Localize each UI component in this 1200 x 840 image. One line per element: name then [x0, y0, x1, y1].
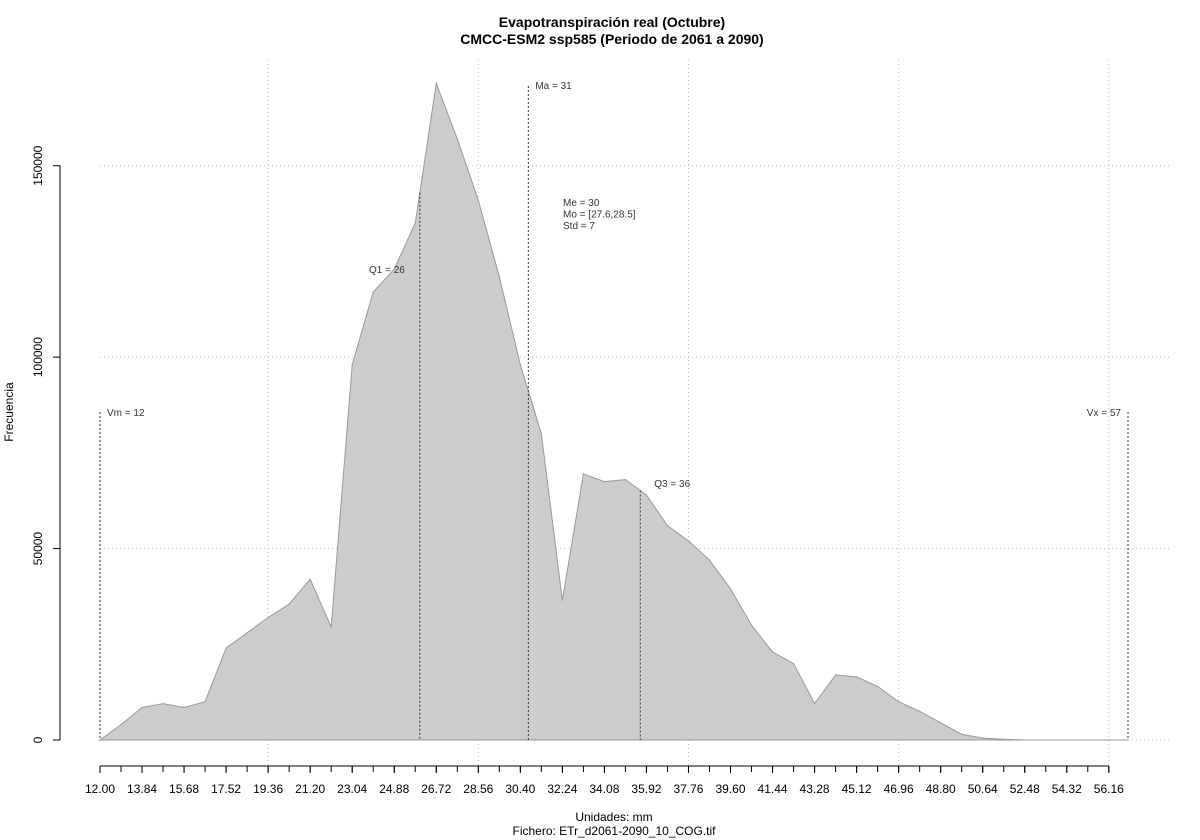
marker-label-4: Vx = 57 — [1087, 408, 1122, 419]
area-series — [98, 81, 1128, 741]
data-point-18 — [477, 199, 479, 201]
data-point-29 — [708, 559, 711, 561]
source-file-label: Fichero: ETr_d2061-2090_10_COG.tif — [513, 824, 717, 838]
data-point-41 — [961, 733, 963, 735]
x-tick-label-15: 39.60 — [715, 782, 745, 796]
data-point-9 — [288, 603, 290, 605]
data-point-23 — [582, 473, 584, 475]
data-point-10 — [309, 578, 311, 580]
data-point-20 — [519, 364, 521, 366]
data-point-16 — [435, 82, 437, 84]
stats-line-0: Me = 30 — [563, 198, 600, 209]
data-point-1 — [120, 724, 122, 726]
data-point-0 — [99, 739, 101, 741]
x-tick-label-1: 13.84 — [127, 782, 157, 796]
data-point-2 — [141, 706, 143, 709]
data-point-26 — [645, 494, 648, 496]
data-point-32 — [771, 651, 774, 653]
x-tick-label-18: 45.12 — [842, 782, 872, 796]
x-tick-label-3: 17.52 — [211, 782, 241, 796]
x-tick-label-5: 21.20 — [295, 782, 325, 796]
data-point-11 — [330, 626, 332, 628]
x-tick-label-22: 52.48 — [1010, 782, 1040, 796]
data-point-13 — [372, 291, 374, 293]
x-tick-label-8: 26.72 — [421, 782, 451, 796]
data-point-45 — [1045, 739, 1047, 741]
data-point-47 — [1087, 739, 1089, 741]
data-point-3 — [162, 703, 164, 705]
x-tick-label-0: 12.00 — [85, 782, 115, 796]
x-tick-label-16: 41.44 — [758, 782, 788, 796]
x-tick-label-19: 46.96 — [884, 782, 914, 796]
x-axis-label: Unidades: mm — [575, 810, 652, 824]
data-point-38 — [898, 701, 900, 703]
x-tick-label-17: 43.28 — [800, 782, 830, 796]
axes: 0 50000 100000 150000 12.00 13.84 15.68 17.52 19… — [31, 145, 1124, 796]
data-point-40 — [940, 722, 942, 724]
data-point-19 — [498, 276, 500, 278]
x-tick-label-13: 35.92 — [631, 782, 661, 796]
y-tick-label-1: 50000 — [31, 532, 45, 566]
marker-label-3: Q3 = 36 — [654, 479, 690, 490]
x-tick-label-4: 19.36 — [253, 782, 283, 796]
chart-title: Evapotranspiración real (Octubre) — [499, 14, 725, 30]
data-point-6 — [225, 647, 227, 649]
data-point-4 — [183, 706, 185, 709]
marker-label-1: Q1 = 26 — [369, 265, 405, 276]
data-point-27 — [666, 525, 669, 527]
data-point-48 — [1108, 739, 1110, 741]
data-point-39 — [919, 710, 921, 712]
data-point-34 — [813, 703, 816, 705]
y-axis-label: Frecuencia — [2, 382, 16, 442]
stat-markers: Vm = 12 Q1 = 26 Ma = 31 Q3 = 36 Vx = 57 — [99, 81, 1129, 740]
y-tick-label-2: 100000 — [31, 337, 45, 377]
data-point-28 — [687, 540, 690, 542]
x-tick-label-6: 23.04 — [337, 782, 367, 796]
x-tick-label-9: 28.56 — [463, 782, 493, 796]
marker-label-2: Ma = 31 — [535, 81, 572, 92]
data-point-7 — [246, 632, 248, 634]
stats-line-2: Std = 7 — [563, 221, 595, 232]
data-point-49 — [1127, 739, 1129, 741]
data-point-46 — [1066, 739, 1068, 741]
x-tick-label-14: 37.76 — [673, 782, 703, 796]
data-point-17 — [456, 138, 458, 140]
stats-line-1: Mo = [27.6,28.5] — [563, 210, 636, 221]
data-point-31 — [750, 624, 753, 626]
x-tick-label-20: 48.80 — [926, 782, 956, 796]
x-tick-label-23: 54.32 — [1052, 782, 1082, 796]
x-tick-label-11: 32.24 — [547, 782, 577, 796]
data-point-44 — [1024, 739, 1026, 741]
data-point-22 — [561, 599, 563, 601]
marker-label-0: Vm = 12 — [107, 408, 145, 419]
x-tick-label-7: 24.88 — [379, 782, 409, 796]
data-point-5 — [204, 701, 206, 703]
data-point-43 — [1003, 738, 1005, 740]
x-tick-label-2: 15.68 — [169, 782, 199, 796]
y-tick-label-0: 0 — [31, 736, 45, 743]
data-point-25 — [624, 479, 627, 481]
data-point-8 — [267, 616, 269, 619]
x-tick-label-10: 30.40 — [505, 782, 535, 796]
distribution-area — [98, 81, 1129, 741]
x-tick-label-12: 34.08 — [589, 782, 619, 796]
data-point-33 — [792, 662, 795, 665]
data-point-21 — [540, 433, 542, 435]
data-point-35 — [834, 674, 837, 676]
y-tick-label-3: 150000 — [31, 145, 45, 185]
data-point-24 — [603, 480, 606, 483]
data-point-37 — [877, 685, 879, 688]
data-point-12 — [351, 364, 353, 366]
data-point-30 — [729, 588, 732, 590]
data-point-36 — [856, 676, 858, 678]
x-tick-label-24: 56.16 — [1094, 782, 1124, 796]
chart-subtitle: CMCC-ESM2 ssp585 (Periodo de 2061 a 2090… — [460, 31, 763, 47]
data-point-42 — [982, 737, 984, 739]
data-point-15 — [414, 222, 416, 224]
data-point-14 — [393, 268, 395, 270]
x-tick-label-21: 50.64 — [968, 782, 998, 796]
